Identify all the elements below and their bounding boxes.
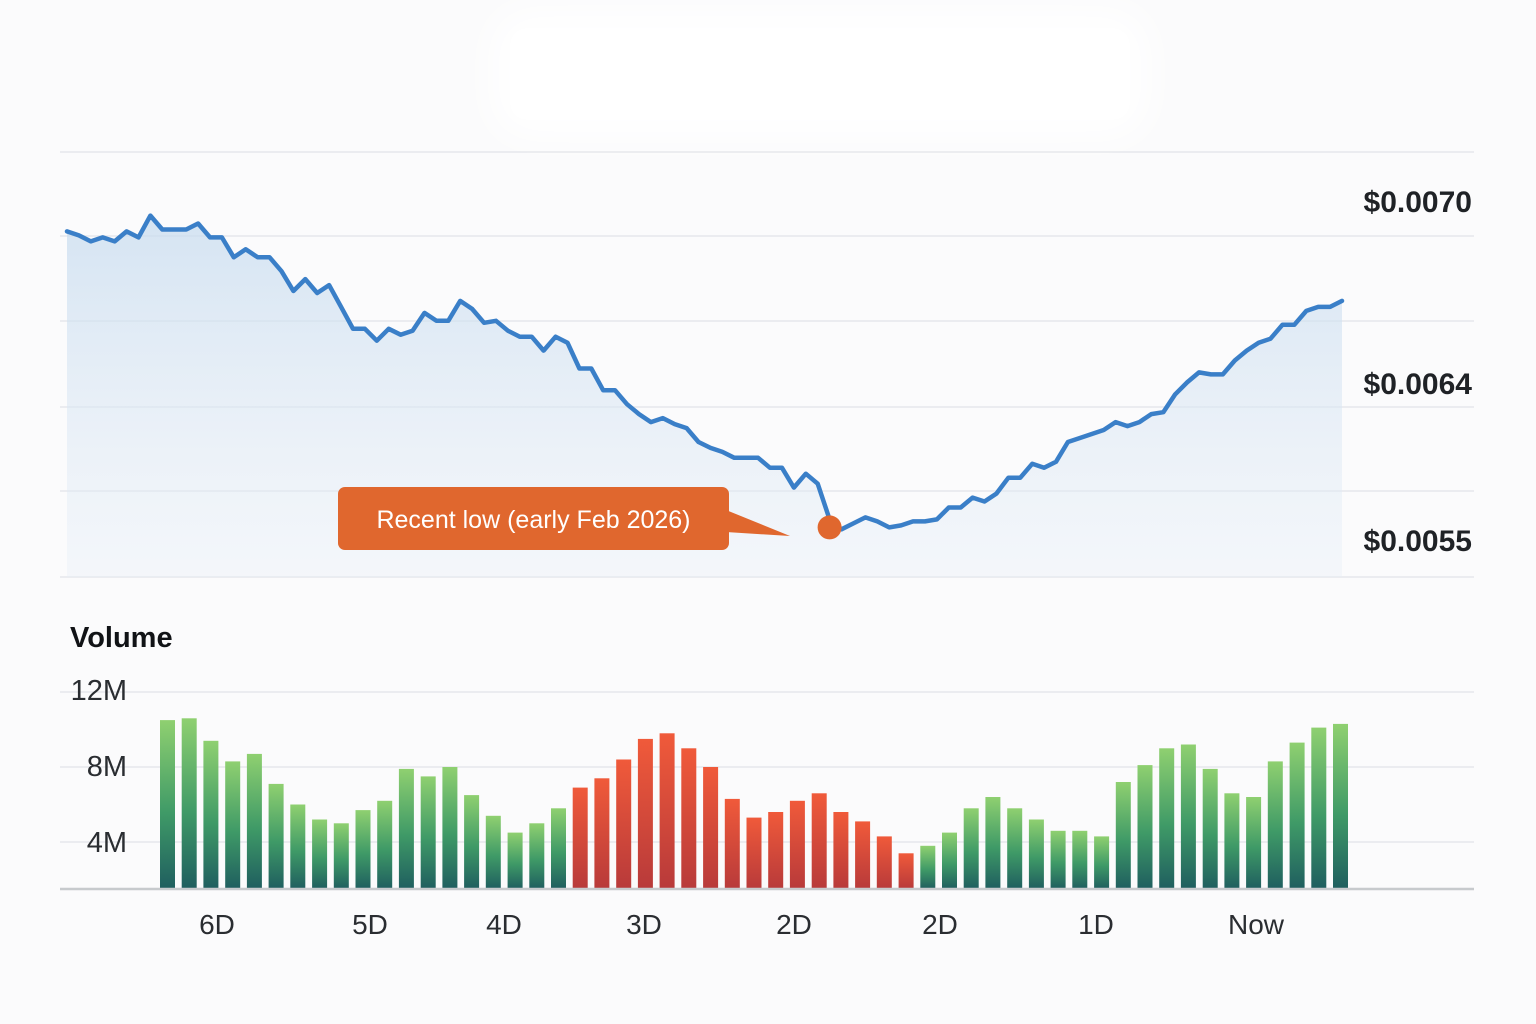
volume-bar bbox=[1246, 797, 1262, 889]
volume-bar bbox=[442, 767, 458, 889]
price-tick-label: $0.0055 bbox=[1364, 525, 1472, 558]
volume-bar bbox=[746, 817, 762, 889]
volume-bar bbox=[942, 832, 957, 889]
volume-bar bbox=[920, 845, 936, 890]
volume-bar bbox=[681, 748, 697, 890]
volume-bar bbox=[1028, 819, 1044, 889]
volume-bar bbox=[833, 812, 849, 889]
volume-bar bbox=[572, 787, 588, 889]
volume-bar bbox=[312, 819, 328, 889]
volume-bar bbox=[637, 738, 653, 889]
low-point-marker bbox=[817, 515, 842, 540]
volume-bar bbox=[246, 753, 262, 889]
volume-bar bbox=[594, 778, 610, 890]
price-tick-label: $0.0064 bbox=[1364, 368, 1473, 401]
volume-tick-label: 4M bbox=[87, 827, 127, 859]
annotation-pointer bbox=[726, 510, 790, 536]
volume-bar bbox=[811, 793, 827, 890]
volume-bar bbox=[1159, 748, 1175, 890]
volume-tick-label: 12M bbox=[71, 675, 127, 707]
x-tick-label: 2D bbox=[922, 909, 958, 940]
volume-bar bbox=[898, 853, 914, 890]
volume-bar bbox=[507, 832, 523, 889]
volume-bar bbox=[225, 761, 241, 889]
volume-bar bbox=[485, 815, 501, 890]
volume-bar bbox=[181, 718, 197, 890]
volume-bar bbox=[876, 836, 892, 889]
volume-bar bbox=[1267, 761, 1283, 889]
volume-bar bbox=[551, 808, 566, 890]
volume-tick-label: 8M bbox=[87, 751, 127, 783]
x-tick-label: 2D bbox=[776, 909, 812, 940]
volume-bar bbox=[398, 768, 414, 889]
volume-bar bbox=[333, 823, 349, 890]
volume-bar bbox=[268, 783, 284, 889]
volume-bar bbox=[789, 800, 805, 890]
volume-bar bbox=[1072, 830, 1088, 890]
volume-bar bbox=[616, 759, 632, 889]
volume-bar bbox=[1007, 808, 1023, 890]
price-area-fill bbox=[67, 215, 1342, 577]
volume-bar bbox=[1224, 793, 1240, 890]
volume-panel: Volume 12M 8M 4M 6D 5D 4D 3D 2D 2D 1D No… bbox=[60, 622, 1474, 940]
price-tick-label: $0.0070 bbox=[1364, 186, 1472, 219]
volume-bar bbox=[855, 821, 871, 889]
volume-bar bbox=[1311, 727, 1327, 889]
price-line bbox=[64, 213, 1345, 532]
volume-title: Volume bbox=[70, 622, 173, 654]
volume-bar bbox=[1094, 836, 1110, 889]
volume-bars bbox=[160, 718, 1348, 890]
volume-bar bbox=[724, 798, 740, 889]
x-tick-label: 1D bbox=[1078, 909, 1114, 940]
volume-bar bbox=[377, 800, 393, 890]
volume-bar bbox=[1289, 742, 1305, 889]
volume-bar bbox=[1137, 765, 1153, 889]
volume-bar bbox=[355, 810, 371, 889]
volume-bar bbox=[963, 808, 979, 890]
low-annotation: Recent low (early Feb 2026) bbox=[338, 487, 842, 550]
title-placeholder bbox=[510, 28, 1130, 120]
volume-bar bbox=[290, 804, 306, 889]
annotation-box bbox=[338, 487, 729, 550]
x-tick-label: 3D bbox=[626, 909, 662, 940]
volume-bar bbox=[1050, 830, 1066, 890]
volume-bar bbox=[768, 812, 784, 889]
x-tick-label: 5D bbox=[352, 909, 388, 940]
volume-bar bbox=[464, 795, 480, 889]
volume-bar bbox=[420, 776, 436, 889]
volume-bar bbox=[1333, 723, 1348, 889]
price-panel: $0.0070 $0.0064 $0.0055 Recent low (earl… bbox=[60, 151, 1474, 578]
x-tick-label: Now bbox=[1228, 909, 1285, 940]
volume-bar bbox=[160, 720, 175, 889]
volume-bar bbox=[703, 767, 719, 889]
volume-bar bbox=[1180, 744, 1196, 889]
x-tick-label: 4D bbox=[486, 909, 522, 940]
x-tick-label: 6D bbox=[199, 909, 235, 940]
volume-bar bbox=[1202, 768, 1218, 889]
volume-bar bbox=[1115, 782, 1131, 889]
volume-bar bbox=[203, 740, 219, 890]
volume-bar bbox=[659, 733, 675, 890]
volume-bar bbox=[529, 823, 545, 890]
annotation-text: Recent low (early Feb 2026) bbox=[376, 506, 690, 534]
volume-bar bbox=[985, 797, 1001, 889]
